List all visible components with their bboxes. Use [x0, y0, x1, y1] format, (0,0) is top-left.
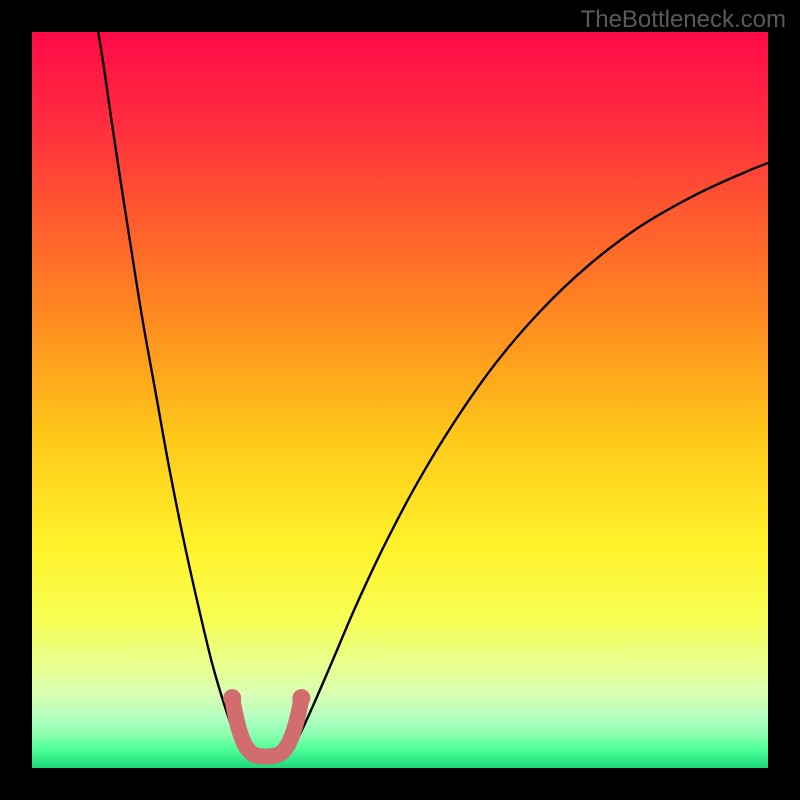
u-trace-endpoint-left	[223, 689, 241, 707]
bottleneck-chart	[0, 0, 800, 800]
gradient-background	[32, 32, 768, 768]
attribution-text: TheBottleneck.com	[581, 6, 786, 34]
u-trace-endpoint-right	[292, 689, 310, 707]
